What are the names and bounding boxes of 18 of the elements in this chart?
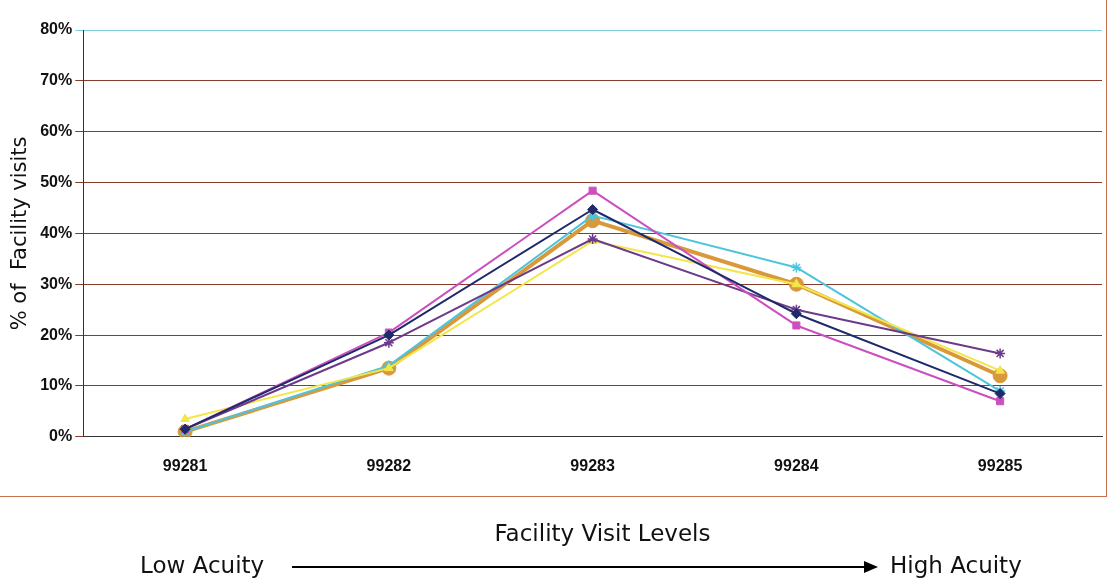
- x-tick-label: 99284: [774, 456, 819, 474]
- y-tick-label: 40%: [40, 223, 73, 241]
- y-tick-label: 0%: [49, 427, 73, 445]
- x-tick-label: 99281: [162, 456, 208, 474]
- y-axis-title: % of Facility visits: [7, 136, 32, 331]
- y-tick-label: 30%: [40, 274, 73, 292]
- x-tick-label: 99283: [570, 456, 615, 474]
- x-tick-label: 99285: [977, 456, 1023, 474]
- y-tick-label: 80%: [40, 20, 73, 38]
- y-tick-label: 60%: [40, 122, 73, 140]
- y-tick-label: 10%: [40, 376, 73, 394]
- y-tick-label: 50%: [40, 172, 73, 190]
- y-tick-label: 20%: [40, 325, 73, 343]
- x-axis-title: Facility Visit Levels: [493, 520, 712, 546]
- y-tick-label: 70%: [40, 71, 73, 89]
- x-tick-label: 99282: [366, 456, 412, 474]
- text: High Acuity: [890, 552, 1022, 578]
- text: Low Acuity: [140, 552, 265, 578]
